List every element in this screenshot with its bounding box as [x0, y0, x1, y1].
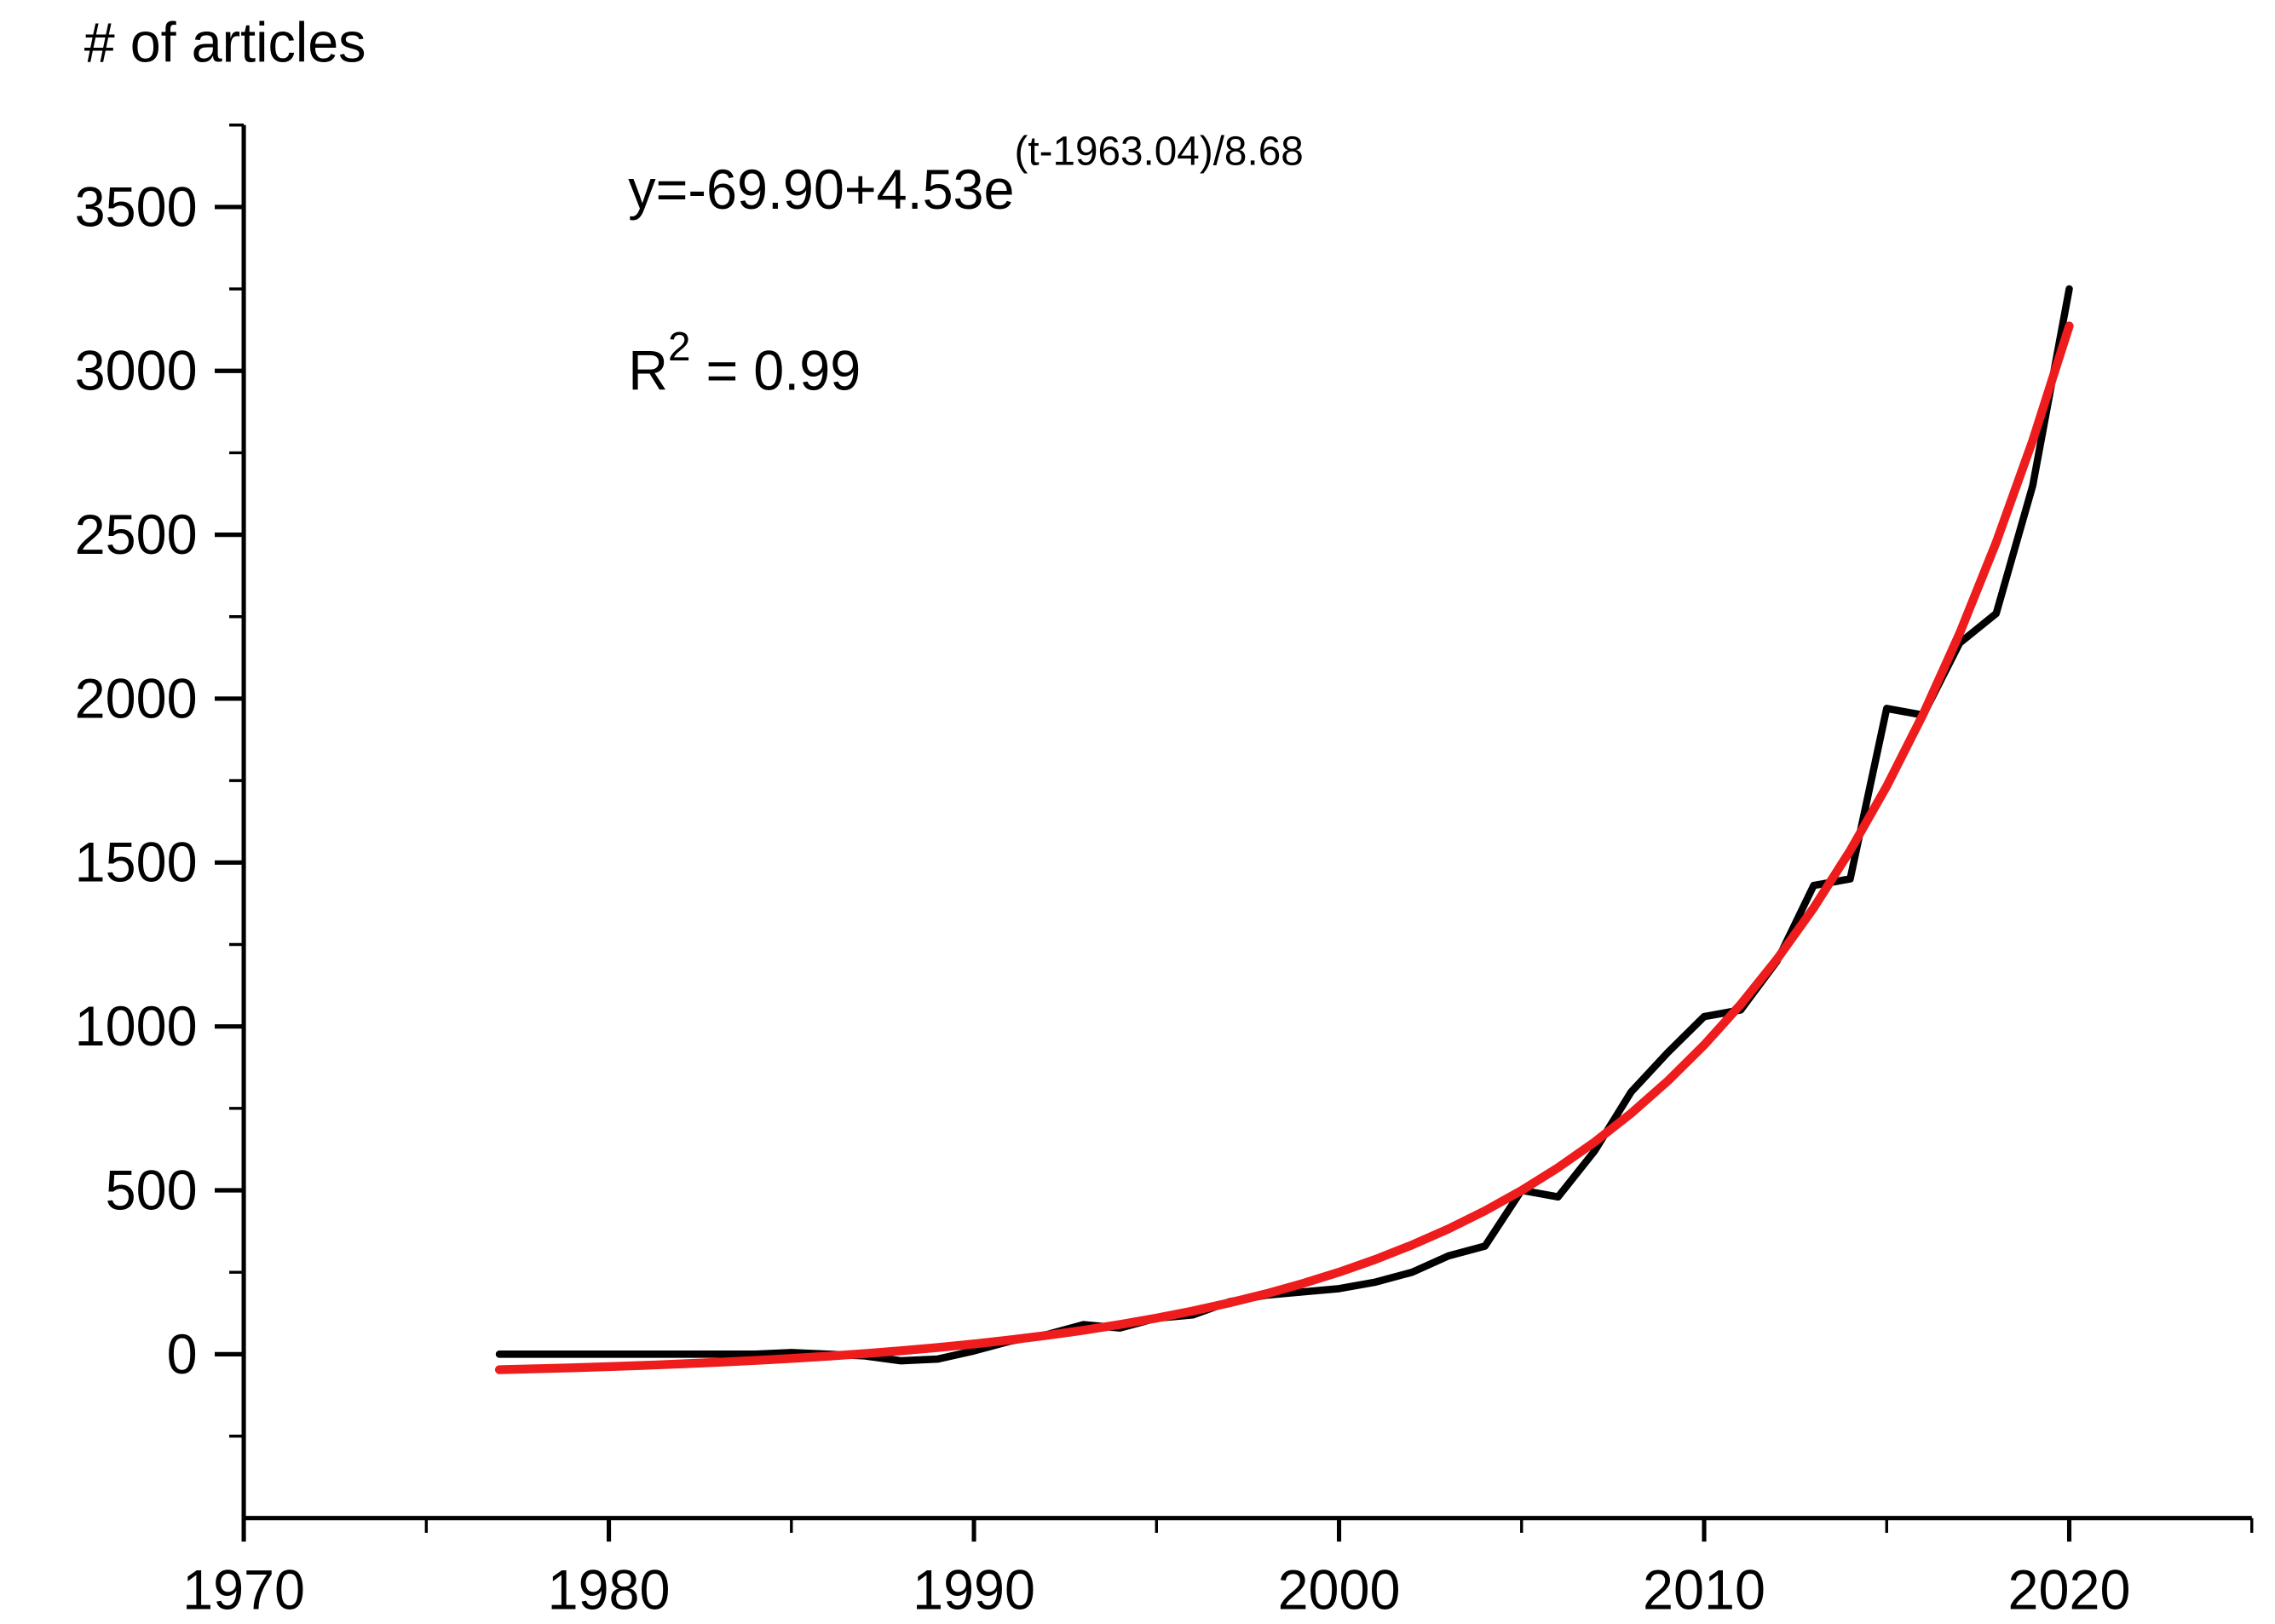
y-tick-label: 500 [106, 1159, 198, 1222]
y-tick-label: 1500 [75, 831, 198, 894]
equation: y=-69.90+4.53e(t-1963.04)/8.68 [628, 129, 1303, 221]
r-squared: R2 = 0.99 [628, 325, 861, 402]
y-tick-label: 3000 [75, 339, 198, 402]
y-axis-label: # of articles [84, 11, 366, 74]
r-squared-exponent: 2 [668, 325, 691, 370]
x-tick-label: 1990 [913, 1558, 1035, 1621]
equation-base: y=-69.90+4.53e [628, 158, 1014, 222]
x-tick-label: 2000 [1278, 1558, 1401, 1621]
y-tick-label: 2000 [75, 667, 198, 730]
r-squared-base: R [628, 339, 668, 402]
x-tick-label: 1980 [548, 1558, 671, 1621]
r-squared-rest: = 0.99 [691, 339, 861, 402]
y-tick-label: 2500 [75, 504, 198, 567]
series-line [494, 321, 2074, 1374]
x-tick-label: 2020 [2008, 1558, 2131, 1621]
equation-exponent: (t-1963.04)/8.68 [1015, 129, 1304, 174]
y-tick-label: 3500 [75, 176, 198, 239]
y-tick-label: 0 [167, 1322, 198, 1385]
x-tick-label: 2010 [1643, 1558, 1765, 1621]
series-line [495, 285, 2073, 1365]
y-tick-label: 1000 [75, 995, 198, 1058]
x-tick-label: 1970 [182, 1558, 305, 1621]
